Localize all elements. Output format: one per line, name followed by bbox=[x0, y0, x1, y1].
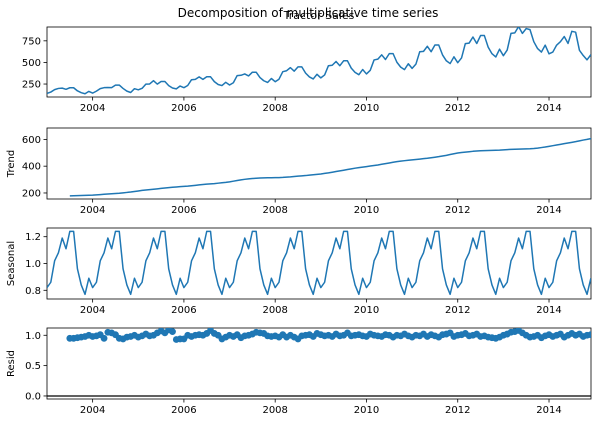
x-tick-label: 2008 bbox=[262, 305, 287, 316]
x-tick-label: 2010 bbox=[354, 205, 379, 216]
series-line bbox=[70, 131, 597, 195]
x-tick-label: 2004 bbox=[80, 305, 105, 316]
x-tick-label: 2012 bbox=[445, 405, 470, 416]
trend-panel: 2004 2006 2008 2010 2012 2014 200 400 600 Trend bbox=[6, 128, 597, 216]
resid-point bbox=[101, 335, 108, 342]
resid-point bbox=[591, 336, 597, 343]
series-line bbox=[47, 27, 591, 94]
x-tick-label: 2006 bbox=[171, 305, 196, 316]
plot-area bbox=[47, 326, 597, 396]
x-tick-label: 2004 bbox=[80, 405, 105, 416]
y-tick-label: 750 bbox=[22, 36, 41, 47]
resid-point bbox=[587, 331, 594, 338]
y-tick-label: 1.2 bbox=[25, 232, 41, 243]
resid-panel: 2004 2006 2008 2010 2012 2014 0.0 0.5 1.0 Resid bbox=[6, 326, 597, 416]
x-tick-label: 2010 bbox=[354, 103, 379, 114]
x-tick-label: 2006 bbox=[171, 103, 196, 114]
y-axis-label: Trend bbox=[6, 150, 17, 178]
seasonal-panel: 2004 2006 2008 2010 2012 2014 0.8 1.0 1.2 Seasona… bbox=[6, 228, 591, 316]
plot-area bbox=[70, 131, 597, 195]
x-tick-label: 2008 bbox=[262, 205, 287, 216]
y-tick-label: 500 bbox=[22, 58, 41, 69]
x-tick-label: 2006 bbox=[171, 405, 196, 416]
x-tick-label: 2012 bbox=[445, 103, 470, 114]
x-tick-label: 2010 bbox=[354, 305, 379, 316]
y-tick-label: 0.8 bbox=[25, 286, 41, 297]
y-tick-label: 400 bbox=[22, 162, 41, 173]
axes-frame bbox=[47, 128, 591, 199]
x-tick-label: 2014 bbox=[536, 305, 561, 316]
y-tick-label: 250 bbox=[22, 80, 41, 91]
y-tick-label: 1.0 bbox=[25, 259, 41, 270]
x-tick-label: 2014 bbox=[536, 205, 561, 216]
y-tick-label: 1.0 bbox=[25, 331, 41, 342]
plot-area bbox=[47, 27, 591, 94]
x-tick-label: 2004 bbox=[80, 205, 105, 216]
x-tick-label: 2004 bbox=[80, 103, 105, 114]
series-line bbox=[47, 231, 591, 294]
observed-panel: 2004 2006 2008 2010 2012 2014 250 500 750 Tractor… bbox=[22, 9, 591, 114]
plot-area bbox=[47, 231, 591, 294]
x-tick-label: 2012 bbox=[445, 305, 470, 316]
y-tick-label: 200 bbox=[22, 188, 41, 199]
y-tick-label: 0.0 bbox=[25, 391, 41, 402]
x-tick-label: 2012 bbox=[445, 205, 470, 216]
x-tick-label: 2008 bbox=[262, 405, 287, 416]
y-tick-label: 0.5 bbox=[25, 361, 41, 372]
x-tick-label: 2008 bbox=[262, 103, 287, 114]
panel-title: Tractor Sales bbox=[283, 9, 355, 22]
x-tick-label: 2014 bbox=[536, 405, 561, 416]
x-tick-label: 2014 bbox=[536, 103, 561, 114]
y-tick-label: 600 bbox=[22, 135, 41, 146]
y-axis-label: Resid bbox=[6, 350, 17, 377]
resid-point bbox=[169, 328, 176, 335]
x-tick-label: 2006 bbox=[171, 205, 196, 216]
x-tick-label: 2010 bbox=[354, 405, 379, 416]
y-axis-label: Seasonal bbox=[6, 241, 17, 286]
